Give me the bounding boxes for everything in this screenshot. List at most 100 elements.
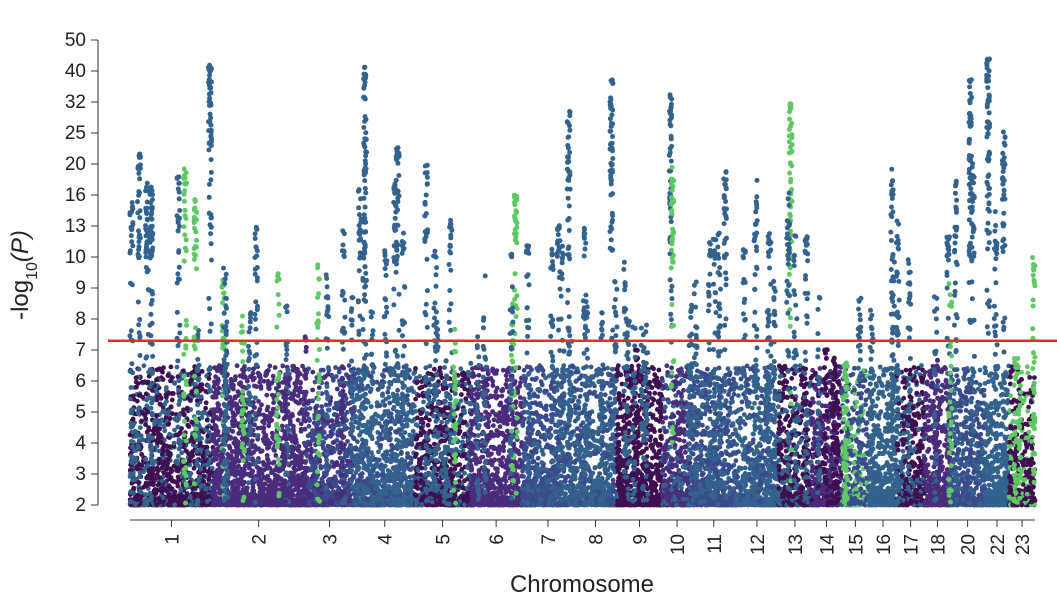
snp-point	[182, 245, 188, 251]
snp-point	[327, 500, 333, 506]
snp-point	[255, 370, 261, 376]
snp-point	[399, 250, 405, 256]
snp-point	[214, 387, 219, 393]
snp-point	[355, 439, 360, 445]
snp-point	[297, 400, 302, 406]
snp-point	[330, 427, 336, 432]
snp-point	[275, 273, 281, 279]
snp-point	[262, 462, 268, 467]
snp-point	[313, 405, 318, 411]
snp-point	[399, 449, 404, 455]
snp-point	[352, 413, 358, 419]
snp-point	[199, 490, 205, 496]
snp-point	[306, 423, 312, 429]
snp-point	[149, 410, 155, 416]
snp-point	[247, 311, 253, 317]
snp-point	[203, 405, 209, 411]
snp-point	[348, 389, 354, 395]
snp-point	[220, 300, 225, 306]
snp-point	[199, 415, 205, 420]
snp-point	[370, 489, 376, 495]
snp-point	[246, 366, 252, 372]
snp-point	[181, 407, 186, 413]
snp-point	[148, 189, 154, 195]
snp-point	[313, 491, 318, 496]
snp-point	[136, 494, 142, 500]
snp-point	[147, 237, 153, 243]
snp-point	[182, 418, 187, 424]
snp-point	[134, 384, 139, 390]
snp-point	[341, 330, 347, 336]
snp-point	[310, 398, 315, 404]
snp-point	[282, 456, 288, 462]
snp-point	[356, 408, 362, 414]
snp-point	[307, 418, 312, 423]
snp-point	[222, 377, 228, 383]
snp-point	[148, 200, 154, 206]
snp-point	[195, 462, 201, 468]
snp-point	[330, 490, 335, 496]
snp-point	[223, 295, 229, 301]
snp-point	[252, 405, 257, 410]
snp-point	[407, 466, 412, 472]
snp-point	[387, 400, 393, 406]
snp-point	[205, 461, 211, 467]
snp-point	[321, 445, 326, 451]
snp-point	[172, 502, 178, 508]
snp-point	[130, 444, 136, 450]
snp-point	[276, 371, 282, 377]
snp-point	[195, 402, 201, 408]
snp-point	[172, 381, 178, 386]
snp-point	[322, 422, 327, 428]
snp-point	[400, 385, 406, 390]
snp-point	[246, 502, 252, 507]
snp-point	[340, 465, 346, 471]
snp-point	[144, 269, 150, 275]
snp-point	[302, 368, 308, 373]
snp-point	[129, 472, 135, 478]
snp-point	[349, 426, 355, 432]
snp-point	[211, 487, 216, 493]
snp-point	[346, 363, 352, 368]
snp-point	[285, 370, 291, 376]
snp-point	[264, 392, 270, 398]
snp-point	[247, 402, 253, 407]
snp-point	[149, 447, 155, 452]
snp-point	[362, 186, 368, 191]
snp-point	[157, 420, 162, 426]
snp-point	[363, 270, 369, 276]
snp-point	[192, 373, 198, 379]
snp-point	[258, 375, 263, 381]
snp-point	[208, 133, 214, 138]
snp-point	[141, 363, 147, 369]
snp-point	[317, 459, 323, 464]
snp-point	[386, 385, 391, 391]
snp-point	[248, 428, 254, 434]
snp-point	[362, 264, 368, 270]
snp-point	[221, 290, 227, 296]
snp-point	[294, 455, 300, 460]
snp-point	[362, 284, 368, 290]
snp-point	[363, 166, 369, 172]
snp-point	[139, 418, 145, 424]
snp-point	[174, 418, 180, 423]
snp-point	[183, 438, 189, 444]
snp-point	[179, 492, 184, 498]
snp-point	[143, 233, 149, 239]
snp-point	[175, 432, 181, 438]
snp-point	[318, 367, 324, 373]
snp-point	[310, 369, 316, 375]
snp-point	[363, 428, 369, 433]
snp-point	[295, 485, 301, 490]
snp-point	[216, 402, 222, 408]
snp-point	[375, 486, 381, 492]
snp-point	[146, 468, 152, 474]
snp-point	[148, 368, 154, 374]
snp-point	[352, 407, 357, 413]
snp-point	[240, 374, 246, 380]
snp-point	[284, 347, 290, 353]
snp-point	[284, 303, 290, 309]
snp-point	[232, 458, 238, 464]
snp-point	[380, 472, 386, 478]
snp-point	[160, 377, 166, 382]
